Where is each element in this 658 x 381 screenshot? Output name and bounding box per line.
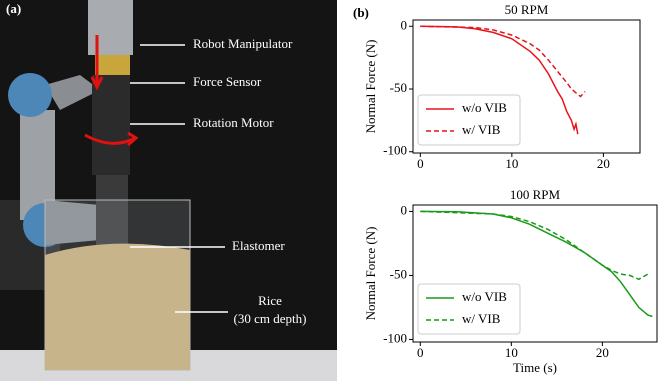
pointer-lines [130,44,228,313]
robot-link [45,200,100,245]
y-tick-label: -100 [383,330,407,345]
data-line [420,25,579,135]
annotation: Force Sensor [193,74,262,89]
force-arrow [90,35,104,91]
y-tick-label: -50 [390,80,407,95]
y-tick-label: 0 [401,202,408,217]
x-axis-label: Time (s) [513,360,557,375]
legend-label: w/ VIB [462,311,501,326]
elastomer [96,175,128,245]
annotation: Elastomer [232,238,285,253]
annotation: (30 cm depth) [234,311,307,326]
chart-title: 100 RPM [510,187,561,202]
legend-box [417,94,521,146]
panel-label: (b) [353,5,369,20]
annotation: Rice [258,293,282,308]
axes-frame [412,204,658,343]
x-tick-label: 20 [597,156,610,171]
annotation: Robot Manipulator [193,36,293,51]
rice [45,243,190,370]
panel-label: (a) [6,1,21,16]
legend-label: w/ VIB [462,122,501,137]
photo: (a) Robot Manipulator Force Sensor Rotat… [0,0,337,381]
annotation: Rotation Motor [193,115,274,130]
axes-frame [412,19,641,154]
x-tick-label: 0 [417,345,424,360]
legend-box [417,283,521,335]
data-line [420,210,649,281]
x-tick-label: 10 [505,345,518,360]
x-tick-label: 20 [596,345,609,360]
rotation-arrow [84,131,139,147]
y-tick-label: -50 [390,266,407,281]
robot-joint [8,73,52,117]
x-tick-label: 10 [505,156,518,171]
x-tick-label: 0 [417,156,424,171]
legend-label: w/o VIB [462,100,507,115]
legend-label: w/o VIB [462,289,507,304]
y-tick-label: -100 [383,143,407,158]
robot-link [45,75,100,110]
robot-wrist [88,0,133,55]
data-line [420,25,586,98]
y-axis-label: Normal Force (N) [363,40,378,134]
y-axis-label: Normal Force (N) [363,227,378,321]
chart-title: 50 RPM [505,2,549,17]
y-tick-label: 0 [401,17,408,32]
motor [92,75,130,175]
force-sensor [95,55,130,75]
